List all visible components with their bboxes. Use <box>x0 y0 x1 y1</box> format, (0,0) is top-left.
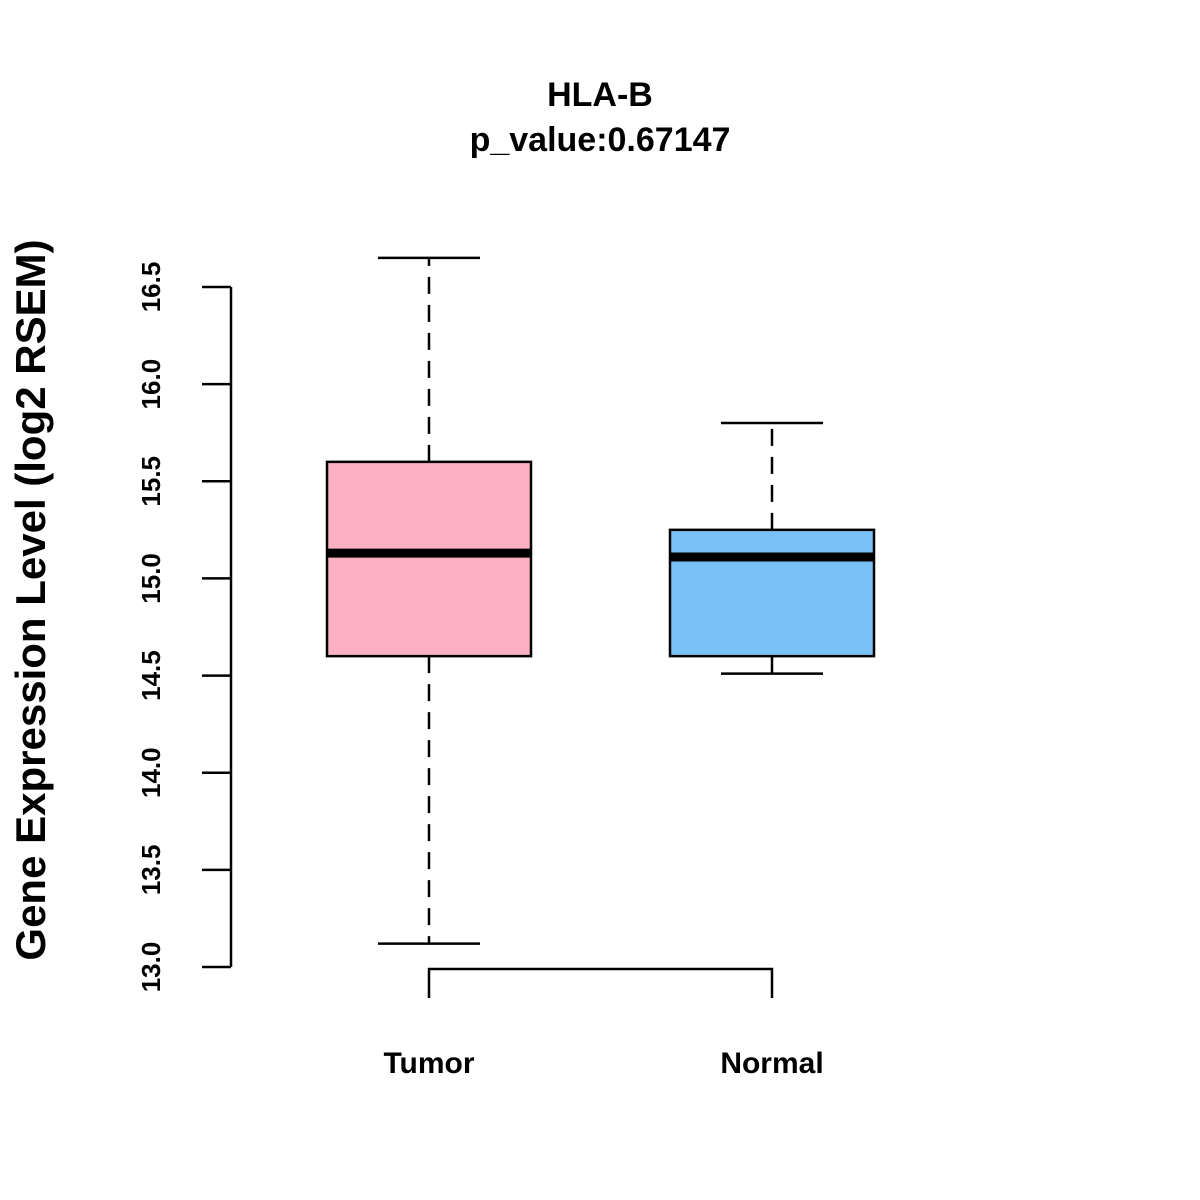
y-tick-label: 15.0 <box>136 553 166 604</box>
iqr-box <box>668 528 876 658</box>
y-tick-label: 16.5 <box>136 262 166 313</box>
chart-subtitle: p_value:0.67147 <box>470 121 731 159</box>
comparison-bracket <box>427 967 774 998</box>
chart-title: HLA-B <box>547 76 653 114</box>
y-tick-label: 13.5 <box>136 845 166 896</box>
y-axis-label: Gene Expression Level (log2 RSEM) <box>7 239 54 960</box>
x-category-label-tumor: Tumor <box>383 1047 474 1080</box>
y-tick-label: 15.5 <box>136 456 166 507</box>
iqr-box <box>325 460 533 658</box>
x-category-label-normal: Normal <box>720 1047 823 1080</box>
y-tick-label: 13.0 <box>136 942 166 993</box>
bracket-line <box>427 967 774 998</box>
box-normal <box>668 421 876 675</box>
x-axis-labels: Tumor Normal <box>383 1047 823 1080</box>
y-tick-label: 14.0 <box>136 747 166 798</box>
boxes-group <box>325 256 876 945</box>
y-tick-label: 14.5 <box>136 650 166 701</box>
box-tumor <box>325 256 533 945</box>
y-tick-label: 16.0 <box>136 359 166 410</box>
y-axis: 13.0 13.5 14.0 14.5 15.0 15.5 16.0 16.5 <box>136 262 233 993</box>
